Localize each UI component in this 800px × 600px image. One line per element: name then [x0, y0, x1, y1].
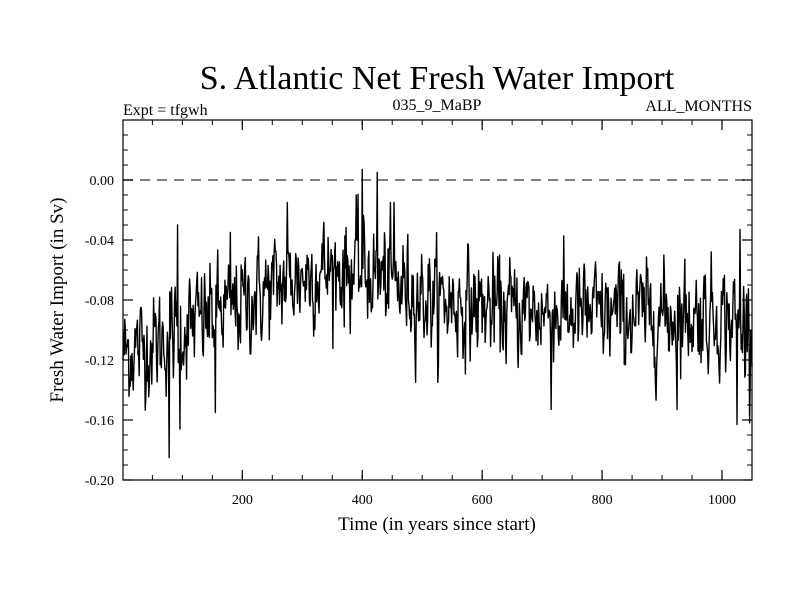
- x-tick-label: 1000: [708, 493, 736, 508]
- y-tick-label: -0.16: [85, 414, 114, 429]
- y-tick-label: -0.12: [85, 354, 114, 369]
- x-axis-label: Time (in years since start): [338, 514, 536, 535]
- plot-frame: [122, 119, 753, 481]
- x-tick-label: 800: [592, 493, 613, 508]
- y-tick-label: -0.20: [85, 474, 114, 489]
- series-line-fresh-water-import: [122, 168, 753, 459]
- x-tick-label: 200: [232, 493, 253, 508]
- x-tick-label: 400: [352, 493, 373, 508]
- chart-title: S. Atlantic Net Fresh Water Import: [200, 60, 675, 97]
- subtitle-months: ALL_MONTHS: [645, 98, 752, 115]
- y-axis-label: Fresh Water Import (in Sv): [47, 198, 68, 403]
- subtitle-experiment: Expt = tfgwh: [123, 102, 208, 119]
- subtitle-period: 035_9_MaBP: [393, 97, 482, 114]
- x-tick-label: 600: [472, 493, 493, 508]
- y-tick-label: 0.00: [90, 174, 115, 189]
- axis-tick-labels: -0.20 -0.16 -0.12 -0.08 -0.04 0.00 200 400 600 80…: [85, 174, 736, 508]
- y-tick-label: -0.08: [85, 294, 114, 309]
- y-tick-label: -0.04: [85, 234, 114, 249]
